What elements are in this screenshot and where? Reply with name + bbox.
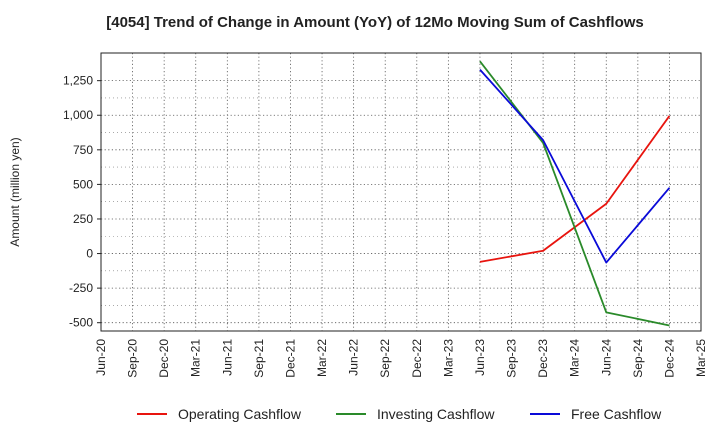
x-tick-label: Sep-24 xyxy=(631,339,645,378)
axis-layer: Jun-20 Sep-20 Dec-20 Mar-21 Jun-21 Sep-21 Dec-… xyxy=(63,52,708,378)
series-line-investing-cashflow xyxy=(479,60,670,327)
series-line-free-cashflow xyxy=(479,68,671,264)
legend: Operating Cashflow Investing Cashflow Free… xyxy=(137,406,662,422)
plot-area xyxy=(101,53,701,331)
y-tick-label: -250 xyxy=(69,281,93,295)
x-tick-label: Dec-22 xyxy=(410,339,424,378)
x-tick-label: Dec-24 xyxy=(662,339,676,378)
x-tick-label: Dec-21 xyxy=(283,339,297,378)
y-axis-label: Amount (million yen) xyxy=(8,137,22,246)
x-tick-label: Sep-23 xyxy=(505,339,519,378)
x-tick-label: Dec-23 xyxy=(536,339,550,378)
y-tick-label: 1,000 xyxy=(63,108,93,122)
x-tick-label: Sep-22 xyxy=(378,339,392,378)
y-tick-label: 0 xyxy=(86,247,93,261)
x-tick-label: Mar-25 xyxy=(694,339,708,377)
x-tick-label: Jun-24 xyxy=(599,339,613,376)
series-layer xyxy=(479,60,671,327)
x-tick-label: Dec-20 xyxy=(157,339,171,378)
grid-layer xyxy=(100,53,702,331)
chart-title: [4054] Trend of Change in Amount (YoY) o… xyxy=(106,14,644,31)
x-tick-label: Jun-20 xyxy=(94,339,108,376)
y-tick-label: 1,250 xyxy=(63,74,93,88)
y-tick-label: 250 xyxy=(73,212,93,226)
legend-label: Investing Cashflow xyxy=(377,406,495,422)
x-tick-label: Mar-23 xyxy=(441,339,455,377)
x-tick-label: Mar-22 xyxy=(315,339,329,377)
legend-label: Free Cashflow xyxy=(571,406,662,422)
x-tick-label: Jun-21 xyxy=(220,339,234,376)
x-tick-label: Jun-23 xyxy=(473,339,487,376)
x-tick-label: Jun-22 xyxy=(347,339,361,376)
x-tick-label: Sep-21 xyxy=(252,339,266,378)
legend-label: Operating Cashflow xyxy=(178,406,302,422)
y-tick-label: -500 xyxy=(69,316,93,330)
y-tick-label: 750 xyxy=(73,143,93,157)
y-tick-label: 500 xyxy=(73,177,93,191)
plot-frame xyxy=(100,52,702,332)
x-tick-label: Sep-20 xyxy=(126,339,140,378)
x-tick-label: Mar-21 xyxy=(189,339,203,377)
x-tick-label: Mar-24 xyxy=(568,339,582,377)
